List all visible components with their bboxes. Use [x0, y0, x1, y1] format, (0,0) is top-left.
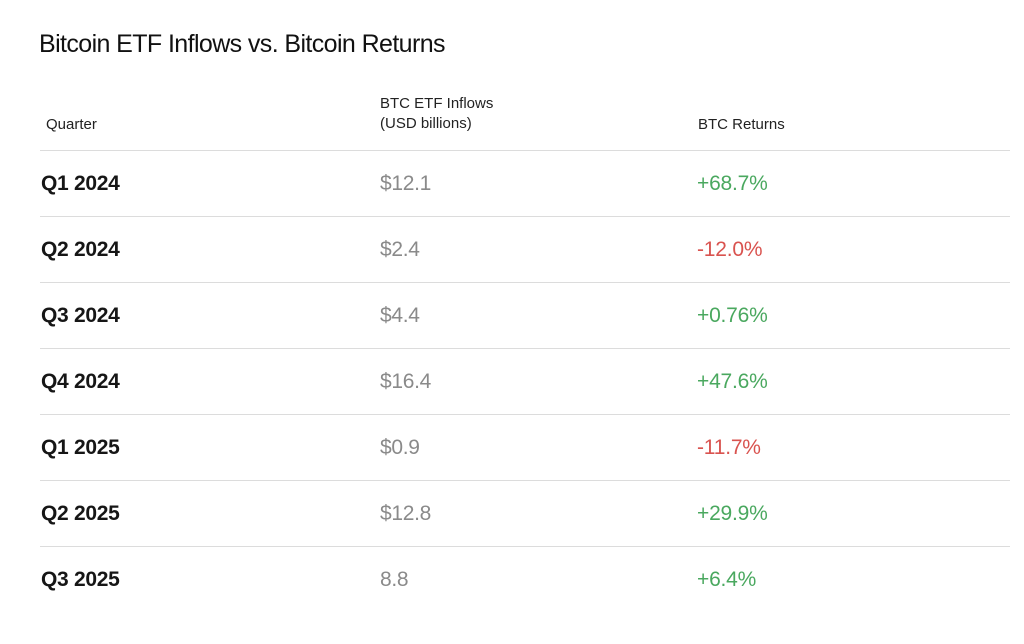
cell-inflows: $16.4	[380, 370, 432, 393]
chart-title: Bitcoin ETF Inflows vs. Bitcoin Returns	[39, 30, 446, 58]
table-row: Q2 2025 $12.8 +29.9%	[40, 481, 1010, 547]
column-header-inflows: BTC ETF Inflows (USD billions)	[380, 94, 580, 134]
cell-inflows: $12.1	[380, 172, 432, 195]
cell-returns: -12.0%	[697, 238, 763, 261]
column-header-returns: BTC Returns	[698, 116, 785, 133]
table-row: Q3 2024 $4.4 +0.76%	[40, 283, 1010, 349]
cell-quarter: Q1 2025	[41, 436, 120, 459]
cell-returns: +6.4%	[697, 568, 757, 591]
column-header-inflows-line-1: BTC ETF Inflows	[380, 95, 494, 112]
column-header-inflows-line-2: (USD billions)	[380, 115, 472, 132]
cell-quarter: Q3 2025	[41, 568, 120, 591]
cell-returns: +0.76%	[697, 304, 768, 327]
cell-inflows: $2.4	[380, 238, 420, 261]
cell-inflows: $12.8	[380, 502, 432, 525]
cell-quarter: Q3 2024	[41, 304, 120, 327]
cell-inflows: $0.9	[380, 436, 420, 459]
cell-returns: +29.9%	[697, 502, 768, 525]
column-header-quarter: Quarter	[46, 116, 97, 133]
cell-returns: +68.7%	[697, 172, 768, 195]
cell-quarter: Q4 2024	[41, 370, 120, 393]
cell-quarter: Q2 2024	[41, 238, 120, 261]
data-table: Quarter BTC ETF Inflows (USD billions) B…	[40, 84, 1010, 612]
cell-inflows: 8.8	[380, 568, 409, 591]
cell-returns: +47.6%	[697, 370, 768, 393]
cell-returns: -11.7%	[697, 436, 761, 459]
cell-quarter: Q1 2024	[41, 172, 120, 195]
table-row: Q3 2025 8.8 +6.4%	[40, 547, 1010, 612]
table-row: Q4 2024 $16.4 +47.6%	[40, 349, 1010, 415]
table-header: Quarter BTC ETF Inflows (USD billions) B…	[40, 84, 1010, 151]
table-row: Q2 2024 $2.4 -12.0%	[40, 217, 1010, 283]
table-row: Q1 2024 $12.1 +68.7%	[40, 151, 1010, 217]
table-row: Q1 2025 $0.9 -11.7%	[40, 415, 1010, 481]
cell-inflows: $4.4	[380, 304, 420, 327]
cell-quarter: Q2 2025	[41, 502, 120, 525]
